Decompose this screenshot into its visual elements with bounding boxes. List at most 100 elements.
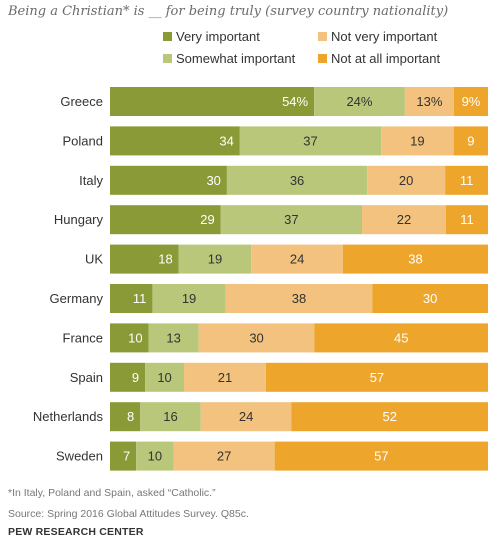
value-label-greece-very-important: 54% [282,94,308,109]
bar-hungary-not-at-all-important [446,205,488,235]
legend-somewhat-important: Somewhat important [163,51,295,66]
category-label-france: France [63,330,103,345]
value-label-sweden-somewhat-important: 10 [148,449,162,464]
bar-germany-not-at-all-important [372,284,488,313]
bar-spain-somewhat-important [145,362,185,392]
bar-greece-not-very-important [404,87,454,116]
bar-netherlands-very-important [110,402,141,432]
legend-label-not-at-all-important: Not at all important [331,51,441,66]
value-label-greece-not-at-all-important: 9% [462,94,481,109]
bar-germany-not-very-important [225,284,373,313]
category-label-poland: Poland [63,133,103,148]
value-label-poland-very-important: 34 [219,133,233,148]
chart-subtitle: Being a Christian* is __ for being truly… [8,4,449,19]
value-label-netherlands-very-important: 8 [127,409,134,424]
bar-uk-not-very-important [251,244,343,274]
source-note: Source: Spring 2016 Global Attitudes Sur… [8,508,249,520]
bar-italy-not-very-important [367,165,446,195]
value-label-spain-not-very-important: 21 [218,370,232,385]
organization-credit: PEW RESEARCH CENTER [8,526,144,538]
legend-swatch-somewhat-important [163,54,172,63]
bar-greece-not-at-all-important [453,87,488,116]
value-label-uk-somewhat-important: 19 [208,252,222,267]
value-label-hungary-very-important: 29 [200,212,214,227]
bar-netherlands-somewhat-important [140,402,201,432]
bar-greece-very-important [110,87,315,116]
category-label-germany: Germany [50,291,104,306]
category-label-italy: Italy [79,173,103,188]
bar-france-very-important [110,323,149,353]
value-label-italy-not-at-all-important: 11 [460,173,474,188]
value-label-greece-somewhat-important: 24% [346,94,372,109]
legend-swatch-very-important [163,32,172,41]
bar-france-not-very-important [198,323,315,353]
bar-france-not-at-all-important [314,323,488,353]
footnote: *In Italy, Poland and Spain, asked “Cath… [8,487,216,499]
value-label-germany-very-important: 11 [133,291,147,306]
legend-label-somewhat-important: Somewhat important [176,51,296,66]
value-label-hungary-not-very-important: 22 [397,212,411,227]
value-label-france-not-at-all-important: 45 [394,330,408,345]
value-label-sweden-not-very-important: 27 [217,449,231,464]
value-label-uk-very-important: 18 [158,252,172,267]
bar-uk-very-important [110,244,179,274]
legend-label-not-very-important: Not very important [331,29,438,44]
value-label-spain-somewhat-important: 10 [157,370,171,385]
value-label-netherlands-not-at-all-important: 52 [382,409,396,424]
legend-very-important: Very important [163,29,260,44]
category-label-spain: Spain [70,370,103,385]
category-label-uk: UK [85,252,103,267]
bar-italy-somewhat-important [226,165,368,195]
value-label-germany-somewhat-important: 19 [182,291,196,306]
bar-poland-somewhat-important [239,126,382,156]
bar-hungary-not-very-important [362,205,446,235]
bar-poland-not-very-important [381,126,454,156]
value-label-france-very-important: 10 [128,330,142,345]
bar-spain-not-at-all-important [265,362,488,392]
category-label-hungary: Hungary [54,212,104,227]
bar-germany-somewhat-important [152,284,226,313]
value-label-spain-very-important: 9 [132,370,139,385]
value-label-uk-not-at-all-important: 38 [408,252,422,267]
legend-not-at-all-important: Not at all important [318,51,440,66]
legend-swatch-not-at-all-important [318,54,327,63]
bar-spain-very-important [110,362,146,392]
value-label-italy-somewhat-important: 36 [290,173,304,188]
category-label-greece: Greece [60,94,103,109]
legend-swatch-not-very-important [318,32,327,41]
value-label-sweden-not-at-all-important: 57 [374,449,388,464]
bar-italy-very-important [110,165,227,195]
bar-france-somewhat-important [148,323,199,353]
value-label-italy-very-important: 30 [206,173,220,188]
legend-not-very-important: Not very important [318,29,437,44]
value-label-france-not-very-important: 30 [249,330,263,345]
value-label-poland-not-at-all-important: 9 [467,133,474,148]
bar-uk-somewhat-important [178,244,252,274]
value-label-hungary-somewhat-important: 37 [284,212,298,227]
bar-germany-very-important [110,284,153,313]
value-label-netherlands-not-very-important: 24 [239,409,253,424]
bar-sweden-not-at-all-important [274,441,488,471]
bar-italy-not-at-all-important [445,165,488,195]
bar-netherlands-not-at-all-important [291,402,488,432]
value-label-poland-somewhat-important: 37 [303,133,317,148]
value-label-uk-not-very-important: 24 [290,252,304,267]
value-label-france-somewhat-important: 13 [166,330,180,345]
bar-spain-not-very-important [184,362,266,392]
value-label-greece-not-very-important: 13% [416,94,442,109]
bar-hungary-somewhat-important [220,205,362,235]
value-label-netherlands-somewhat-important: 16 [163,409,177,424]
value-label-spain-not-at-all-important: 57 [370,370,384,385]
value-label-sweden-very-important: 7 [123,449,130,464]
bar-greece-somewhat-important [314,87,405,116]
bar-poland-not-at-all-important [453,126,488,156]
bar-sweden-not-very-important [173,441,275,471]
legend-label-very-important: Very important [176,29,260,44]
bar-uk-not-at-all-important [342,244,488,274]
bar-netherlands-not-very-important [200,402,292,432]
category-label-sweden: Sweden [56,449,103,464]
value-label-italy-not-very-important: 20 [399,173,413,188]
bar-hungary-very-important [110,205,221,235]
category-label-netherlands: Netherlands [33,409,104,424]
